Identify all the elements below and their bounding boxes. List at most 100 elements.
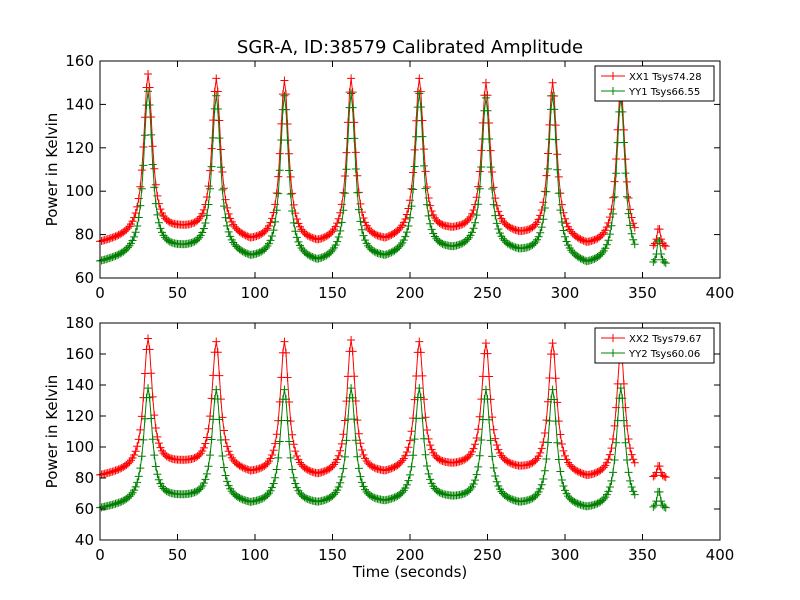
data-point <box>151 423 160 432</box>
data-point <box>409 185 418 194</box>
data-point <box>607 205 616 214</box>
data-point <box>328 246 337 255</box>
data-point <box>469 205 478 214</box>
data-point <box>348 393 357 402</box>
data-point <box>220 426 228 435</box>
data-point <box>551 417 560 426</box>
legend-marker <box>609 334 617 342</box>
data-point <box>553 150 562 159</box>
data-point <box>357 225 366 234</box>
data-point <box>557 440 566 449</box>
data-point <box>266 236 275 245</box>
data-point <box>554 455 563 464</box>
data-point <box>657 497 666 506</box>
data-point <box>469 480 478 489</box>
data-point <box>356 199 365 208</box>
data-point <box>269 226 278 235</box>
data-point <box>347 384 356 393</box>
data-point <box>406 213 414 222</box>
data-point <box>419 145 428 154</box>
x-tick-label: 400 <box>706 546 735 564</box>
data-point <box>350 118 359 127</box>
data-point <box>401 214 410 223</box>
data-point <box>471 218 480 227</box>
data-point <box>263 459 272 468</box>
data-point <box>423 200 432 209</box>
data-point <box>353 188 362 197</box>
data-point <box>616 384 625 393</box>
data-point <box>272 206 281 215</box>
x-tick-label: 150 <box>318 546 347 564</box>
data-point <box>331 241 340 250</box>
data-point <box>206 451 215 460</box>
data-point <box>557 217 566 226</box>
data-point <box>153 210 162 219</box>
data-point <box>286 172 295 181</box>
legend-label: YY2 Tsys60.06 <box>628 349 700 360</box>
data-point <box>630 240 639 249</box>
data-point <box>550 395 559 404</box>
data-point <box>154 475 163 484</box>
data-point <box>612 169 621 178</box>
data-point <box>598 248 607 257</box>
data-point <box>333 237 342 246</box>
data-point <box>623 177 631 186</box>
data-point <box>475 167 484 176</box>
data-point <box>409 451 418 460</box>
data-point <box>655 487 664 496</box>
data-point <box>427 207 436 216</box>
data-point <box>294 219 303 228</box>
data-point <box>145 101 154 110</box>
data-point <box>542 455 551 464</box>
data-point <box>202 433 211 442</box>
data-point <box>286 453 295 462</box>
data-point <box>491 211 500 220</box>
data-point <box>489 425 498 434</box>
data-point <box>354 429 363 438</box>
data-point <box>336 478 345 487</box>
data-point <box>139 142 148 151</box>
data-point <box>416 103 425 112</box>
data-point <box>215 116 224 125</box>
data-point <box>427 225 436 234</box>
data-point <box>402 448 411 457</box>
data-point <box>418 371 427 380</box>
data-point <box>133 442 142 451</box>
y-tick-label: 140 <box>65 376 94 394</box>
legend-label: XX2 Tsys79.67 <box>629 334 702 345</box>
data-point <box>292 233 301 242</box>
data-point <box>486 146 495 155</box>
data-point <box>285 149 294 158</box>
data-point <box>556 430 565 439</box>
data-point <box>199 224 208 233</box>
data-point <box>331 222 340 231</box>
data-point <box>337 218 346 227</box>
data-point <box>286 190 295 199</box>
data-point <box>204 424 213 433</box>
data-point <box>151 199 160 208</box>
series-1 <box>96 384 670 512</box>
data-point <box>556 206 565 215</box>
x-tick-label: 100 <box>241 284 270 302</box>
data-point <box>350 415 359 424</box>
data-point <box>469 444 478 453</box>
data-point <box>337 439 346 448</box>
data-point <box>542 171 551 180</box>
data-point <box>144 384 153 393</box>
data-point <box>557 200 566 209</box>
data-point <box>264 221 273 230</box>
data-point <box>291 227 300 236</box>
data-point <box>416 87 425 96</box>
data-point <box>123 224 132 233</box>
series-0 <box>96 334 670 482</box>
data-point <box>275 437 284 446</box>
data-point <box>153 470 162 479</box>
data-point <box>268 483 277 492</box>
data-point <box>418 414 427 423</box>
data-point <box>289 200 298 209</box>
data-point <box>423 183 432 192</box>
data-point <box>531 456 540 465</box>
data-point <box>291 447 300 456</box>
data-point <box>151 462 160 471</box>
data-point <box>274 189 283 198</box>
